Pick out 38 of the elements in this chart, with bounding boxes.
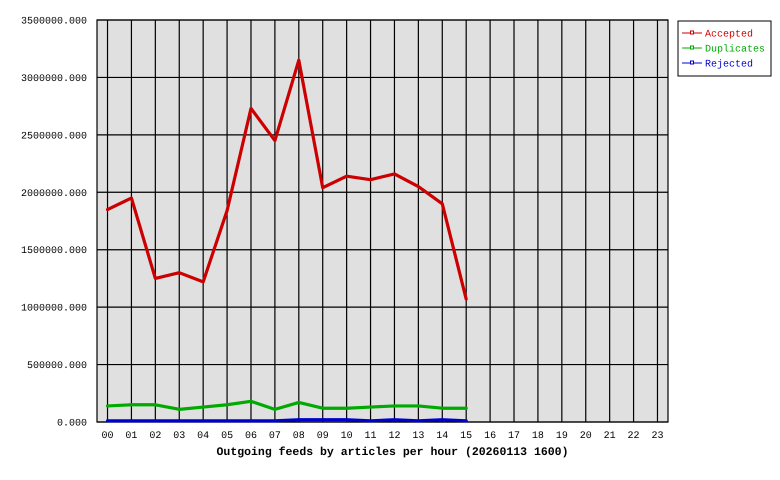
x-tick-label: 11 — [364, 431, 377, 442]
x-tick-label: 12 — [388, 431, 400, 442]
y-tick-label: 2000000.000 — [20, 188, 87, 200]
x-tick-label: 17 — [508, 431, 520, 442]
x-tick-label: 21 — [604, 431, 616, 442]
x-tick-label: 04 — [197, 431, 210, 442]
y-tick-label: 3000000.000 — [20, 74, 87, 85]
x-tick-label: 18 — [532, 431, 544, 442]
x-tick-label: 00 — [102, 431, 114, 442]
x-tick-label: 22 — [628, 431, 640, 442]
y-tick-label: 0.000 — [56, 418, 87, 430]
x-tick-label: 05 — [221, 431, 234, 442]
legend-label: Accepted — [705, 28, 754, 40]
x-tick-label: 14 — [436, 431, 448, 442]
x-tick-label: 15 — [460, 431, 472, 442]
y-tick-label: 2500000.000 — [20, 131, 87, 142]
x-tick-label: 01 — [125, 431, 138, 442]
x-tick-label: 20 — [580, 431, 592, 442]
y-tick-label: 3500000.000 — [20, 16, 87, 28]
x-axis-title: Outgoing feeds by articles per hour (20260113 1600) — [216, 446, 568, 459]
line-series — [106, 58, 468, 301]
y-tick-label: 1000000.000 — [20, 304, 87, 315]
line-series — [106, 400, 468, 411]
x-tick-label: 06 — [244, 431, 257, 442]
y-tick-label: 1500000.000 — [20, 246, 87, 258]
x-tick-label: 16 — [484, 431, 496, 442]
x-tick-label: 07 — [268, 431, 281, 442]
x-tick-label: 13 — [412, 431, 424, 442]
legend-label: Duplicates — [705, 44, 766, 56]
x-tick-label: 10 — [340, 431, 353, 442]
y-tick-label: 500000.000 — [26, 361, 87, 372]
x-tick-label: 03 — [173, 431, 186, 442]
x-tick-label: 08 — [292, 431, 305, 442]
x-tick-label: 02 — [149, 431, 162, 442]
legend-label: Rejected — [705, 58, 754, 70]
x-tick-label: 09 — [316, 431, 329, 442]
x-tick-label: 19 — [556, 431, 568, 442]
x-tick-label: 23 — [651, 431, 664, 442]
